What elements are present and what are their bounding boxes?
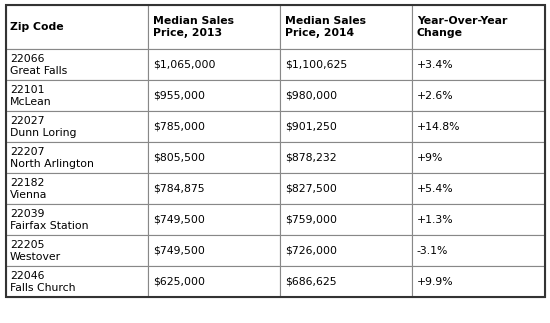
Bar xyxy=(6,111,148,142)
Text: Median Sales
Price, 2014: Median Sales Price, 2014 xyxy=(285,16,366,38)
Text: 22066
Great Falls: 22066 Great Falls xyxy=(10,54,67,76)
Text: Year-Over-Year
Change: Year-Over-Year Change xyxy=(417,16,507,38)
Bar xyxy=(6,266,148,297)
Bar xyxy=(148,49,280,80)
Text: 22207
North Arlington: 22207 North Arlington xyxy=(10,147,94,169)
Text: $980,000: $980,000 xyxy=(285,91,337,101)
Text: 22046
Falls Church: 22046 Falls Church xyxy=(10,271,75,293)
Bar xyxy=(412,111,544,142)
Bar xyxy=(148,173,280,204)
Text: $1,100,625: $1,100,625 xyxy=(285,60,347,70)
Text: $686,625: $686,625 xyxy=(285,277,337,287)
Text: Zip Code: Zip Code xyxy=(10,22,63,32)
Text: $759,000: $759,000 xyxy=(285,215,337,225)
Bar xyxy=(412,80,544,111)
Bar xyxy=(412,266,544,297)
Bar xyxy=(412,49,544,80)
Text: Median Sales
Price, 2013: Median Sales Price, 2013 xyxy=(153,16,234,38)
Bar xyxy=(280,142,412,173)
Bar xyxy=(6,80,148,111)
Bar xyxy=(280,204,412,235)
Text: +14.8%: +14.8% xyxy=(417,122,460,132)
Bar xyxy=(280,173,412,204)
Bar xyxy=(280,235,412,266)
Bar xyxy=(6,235,148,266)
Bar xyxy=(148,80,280,111)
Text: 22101
McLean: 22101 McLean xyxy=(10,85,52,107)
Text: +1.3%: +1.3% xyxy=(417,215,453,225)
Text: 22027
Dunn Loring: 22027 Dunn Loring xyxy=(10,116,76,138)
Bar xyxy=(280,266,412,297)
Bar xyxy=(148,142,280,173)
Text: +3.4%: +3.4% xyxy=(417,60,453,70)
Text: +5.4%: +5.4% xyxy=(417,184,453,194)
Bar xyxy=(412,204,544,235)
Text: 22205
Westover: 22205 Westover xyxy=(10,240,61,262)
Bar xyxy=(412,173,544,204)
Text: $784,875: $784,875 xyxy=(153,184,205,194)
Text: $901,250: $901,250 xyxy=(285,122,337,132)
Text: 22182
Vienna: 22182 Vienna xyxy=(10,178,47,200)
Text: +9.9%: +9.9% xyxy=(417,277,453,287)
Bar xyxy=(280,49,412,80)
Text: 22039
Fairfax Station: 22039 Fairfax Station xyxy=(10,209,89,231)
Text: $785,000: $785,000 xyxy=(153,122,205,132)
Bar xyxy=(412,142,544,173)
Bar xyxy=(6,204,148,235)
Bar xyxy=(6,49,148,80)
Bar xyxy=(148,5,280,49)
Bar xyxy=(148,266,280,297)
Text: $749,500: $749,500 xyxy=(153,246,205,256)
Text: +2.6%: +2.6% xyxy=(417,91,453,101)
Bar xyxy=(280,111,412,142)
Text: $827,500: $827,500 xyxy=(285,184,337,194)
Bar xyxy=(148,235,280,266)
Text: +9%: +9% xyxy=(417,153,443,163)
Text: $955,000: $955,000 xyxy=(153,91,205,101)
Text: -3.1%: -3.1% xyxy=(417,246,448,256)
Bar xyxy=(148,111,280,142)
Text: $625,000: $625,000 xyxy=(153,277,205,287)
Text: $726,000: $726,000 xyxy=(285,246,337,256)
Text: $1,065,000: $1,065,000 xyxy=(153,60,215,70)
Bar xyxy=(412,235,544,266)
Bar xyxy=(148,204,280,235)
Text: $878,232: $878,232 xyxy=(285,153,337,163)
Bar xyxy=(412,5,544,49)
Bar xyxy=(280,80,412,111)
Text: $805,500: $805,500 xyxy=(153,153,205,163)
Bar xyxy=(6,173,148,204)
Text: $749,500: $749,500 xyxy=(153,215,205,225)
Bar xyxy=(280,5,412,49)
Bar xyxy=(6,5,148,49)
Bar xyxy=(6,142,148,173)
